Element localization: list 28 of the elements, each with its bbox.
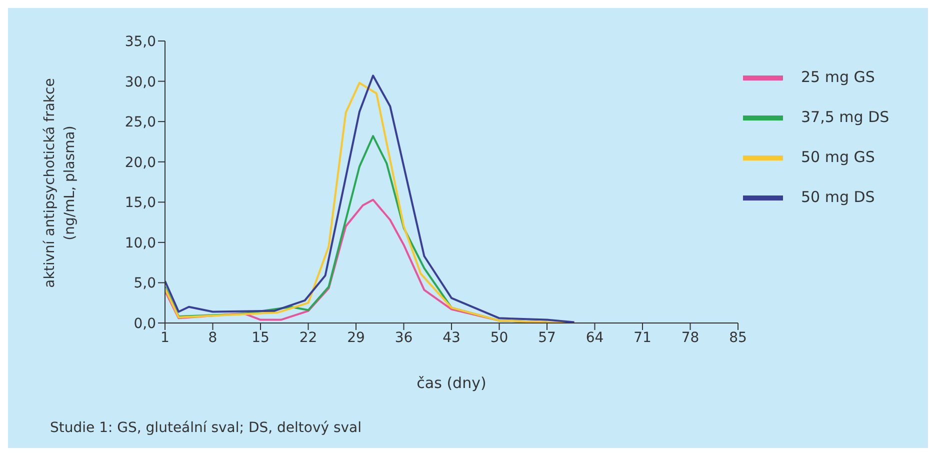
legend-label: 37,5 mg DS: [801, 108, 890, 126]
y-tick-label: 0,0: [134, 316, 156, 332]
x-tick-label: 64: [586, 330, 604, 346]
legend-label: 50 mg DS: [801, 188, 875, 206]
x-tick-label: 50: [490, 330, 508, 346]
x-tick-label: 8: [208, 330, 218, 346]
x-tick-label: 1: [160, 330, 170, 346]
y-axis-title: aktivní antipsychotická frakce (ng/mL, plasma): [41, 77, 79, 290]
x-tick-label: 36: [394, 330, 413, 346]
y-tick-label: 15,0: [124, 195, 156, 212]
y-tick-label: 35,0: [124, 34, 156, 50]
x-axis-title: čas (dny): [416, 374, 486, 392]
text: Studie 1: GS, gluteální sval; DS, deltový sval: [50, 420, 362, 436]
x-tick-label: 85: [729, 330, 747, 346]
x-tick-label: 57: [538, 330, 556, 346]
x-tick-label: 22: [299, 330, 318, 346]
legend-label: 50 mg GS: [801, 148, 875, 166]
y-tick-label: 5,0: [134, 276, 156, 292]
x-tick-label: 15: [252, 330, 270, 346]
legend-label: 25 mg GS: [801, 68, 875, 86]
y-tick-label: 25,0: [124, 114, 156, 131]
x-tick-label: 29: [347, 330, 365, 346]
x-tick-label: 71: [634, 330, 652, 346]
y-tick-label: 30,0: [124, 74, 156, 90]
y-tick-label: 20,0: [124, 154, 156, 171]
y-tick-label: 10,0: [124, 235, 156, 252]
x-tick-label: 78: [681, 330, 700, 346]
x-tick-label: 43: [442, 330, 460, 346]
